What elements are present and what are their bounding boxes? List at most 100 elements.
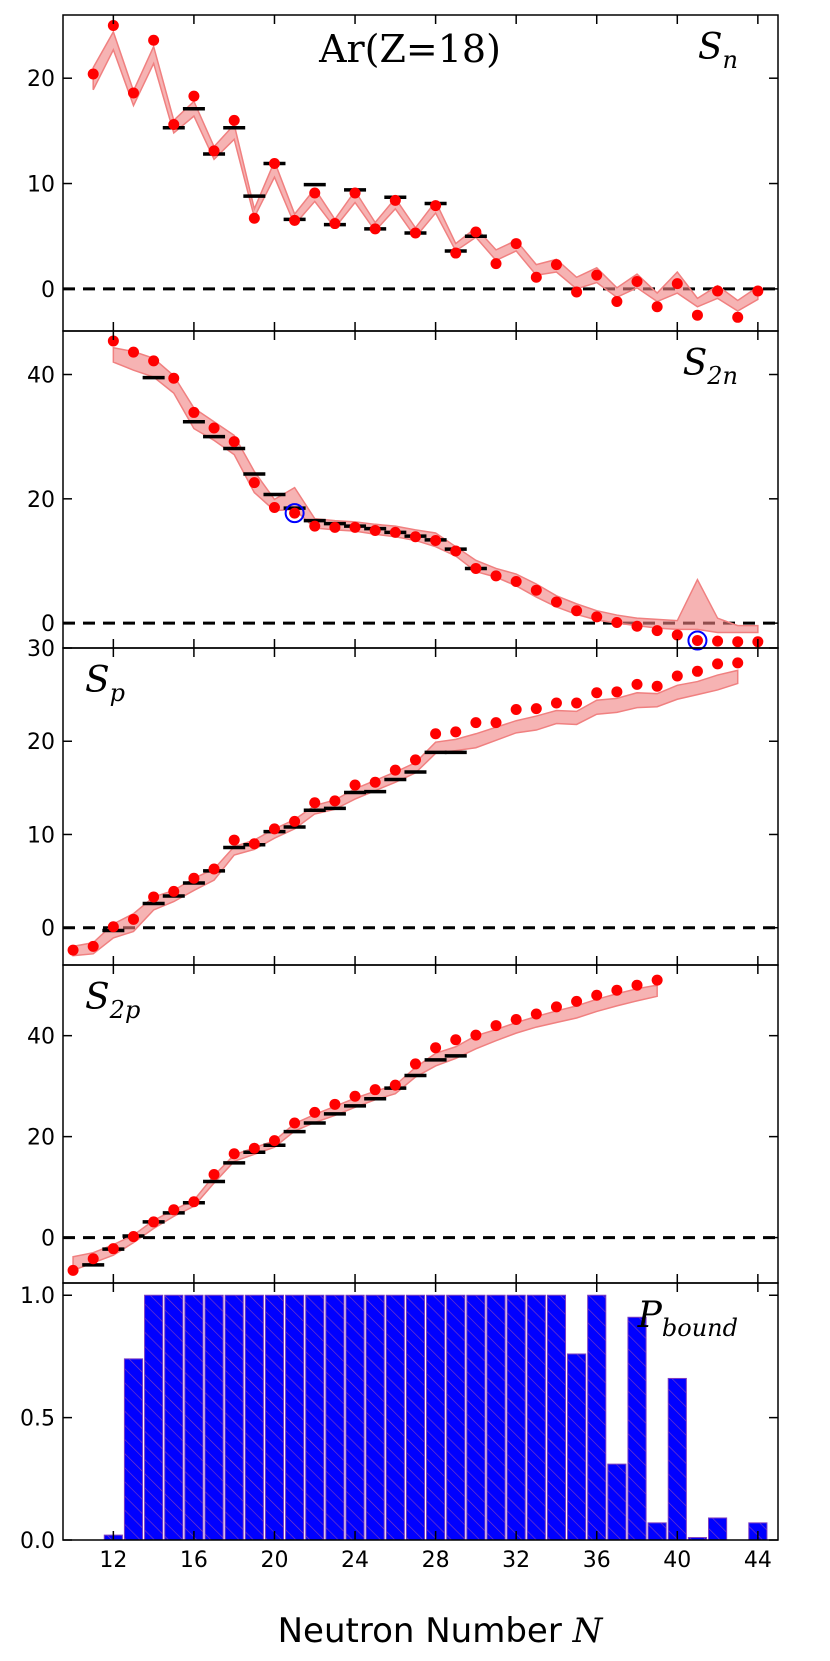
x-tick-label: 28: [422, 1548, 450, 1573]
panel-frame: [62, 1282, 779, 1541]
predicted-point: [349, 779, 361, 791]
predicted-point: [208, 422, 220, 434]
panel-frame: [62, 964, 779, 1284]
predicted-point: [571, 605, 583, 617]
predicted-point: [591, 269, 603, 281]
predicted-point: [409, 754, 421, 766]
y-tick-label: 20: [27, 488, 55, 513]
predicted-point: [510, 704, 522, 716]
predicted-point: [349, 521, 361, 533]
predicted-point: [248, 477, 260, 489]
bar-17: [204, 1294, 224, 1541]
predicted-point: [309, 1106, 321, 1118]
predicted-point: [369, 223, 381, 235]
panel-label-Sn: Sn: [698, 27, 738, 74]
predicted-point: [67, 1264, 79, 1276]
bar-42: [708, 1517, 728, 1541]
predicted-point: [430, 200, 442, 212]
y-tick-label: 20: [27, 1126, 55, 1151]
predicted-point: [510, 238, 522, 250]
x-tick-label: 16: [180, 1548, 208, 1573]
predicted-point: [631, 979, 643, 991]
x-tick-label: 40: [663, 1548, 691, 1573]
predicted-point: [430, 534, 442, 546]
predicted-point: [470, 226, 482, 238]
bar-32: [506, 1294, 526, 1541]
circled-point: [284, 503, 305, 524]
predicted-point: [671, 670, 683, 682]
predicted-point: [691, 309, 703, 321]
panel-Pbound: 0.0 0.5 1.0 12 16 20 24 28 32 36 40 44 Pbound: [20, 1282, 779, 1573]
predicted-point: [671, 278, 683, 290]
bar-20: [264, 1294, 285, 1541]
x-axis-label: Neutron Number N: [278, 1611, 604, 1651]
predicted-point: [248, 212, 260, 224]
y-tick-label: 10: [27, 173, 55, 198]
panel-label-main: S: [698, 27, 723, 68]
predicted-point: [470, 1029, 482, 1041]
predicted-point: [732, 636, 744, 648]
x-axis-label-text: Neutron Number: [278, 1611, 573, 1651]
predicted-point: [651, 625, 663, 637]
predicted-point: [369, 525, 381, 537]
predicted-point: [208, 145, 220, 157]
predicted-point: [651, 680, 663, 692]
predicted-point: [67, 944, 79, 956]
uncertainty-band: [92, 30, 759, 312]
predicted-point: [228, 114, 240, 126]
predicted-point: [168, 885, 180, 897]
predicted-point: [389, 526, 401, 538]
bar-25: [365, 1294, 385, 1541]
predicted-point: [691, 665, 703, 677]
predicted-point: [87, 940, 99, 952]
panel-Sn: 0 10 20 Sn: [27, 14, 779, 332]
predicted-point: [611, 296, 623, 308]
predicted-point: [188, 90, 200, 102]
predicted-point: [309, 187, 321, 199]
y-tick-label: 20: [27, 67, 55, 92]
predicted-point: [127, 913, 139, 925]
predicted-point: [611, 686, 623, 698]
predicted-point: [591, 989, 603, 1001]
predicted-point: [490, 570, 502, 582]
circled-point: [687, 630, 708, 651]
predicted-point: [228, 436, 240, 448]
predicted-point: [409, 1058, 421, 1070]
predicted-point: [631, 678, 643, 690]
predicted-point: [188, 872, 200, 884]
panel-label-sub: n: [723, 46, 738, 74]
uncertainty-band: [112, 346, 759, 634]
x-tick-label: 24: [341, 1548, 369, 1573]
predicted-point: [409, 531, 421, 543]
predicted-point: [268, 158, 280, 170]
predicted-point: [268, 823, 280, 835]
predicted-point: [107, 20, 119, 32]
y-tick-label: 0: [41, 612, 55, 637]
predicted-point: [369, 776, 381, 788]
predicted-point: [289, 507, 301, 519]
predicted-point: [268, 1135, 280, 1147]
panel-Sp: 0 10 20 30 Sp: [27, 637, 779, 966]
bar-21: [285, 1294, 305, 1541]
panel-label-main: S: [683, 343, 708, 384]
panel-S2n: 0 20 40 S2n: [27, 330, 779, 651]
predicted-point: [611, 984, 623, 996]
x-tick-label: 12: [99, 1548, 127, 1573]
y-tick-label: 0: [41, 278, 55, 303]
predicted-point: [712, 635, 724, 647]
y-tick-label: 40: [27, 1025, 55, 1050]
predicted-point: [188, 406, 200, 418]
predicted-point: [268, 502, 280, 514]
panel-label-S2p: S2p: [85, 977, 140, 1024]
predicted-point: [148, 34, 160, 46]
bar-18: [224, 1294, 244, 1541]
predicted-point: [87, 1253, 99, 1265]
predicted-point: [470, 717, 482, 729]
predicted-point: [127, 346, 139, 358]
predicted-point: [329, 795, 341, 807]
bar-34: [546, 1294, 567, 1541]
y-tick-label: 0: [41, 1227, 55, 1252]
bar-40: [667, 1377, 687, 1541]
predicted-point: [752, 285, 764, 297]
